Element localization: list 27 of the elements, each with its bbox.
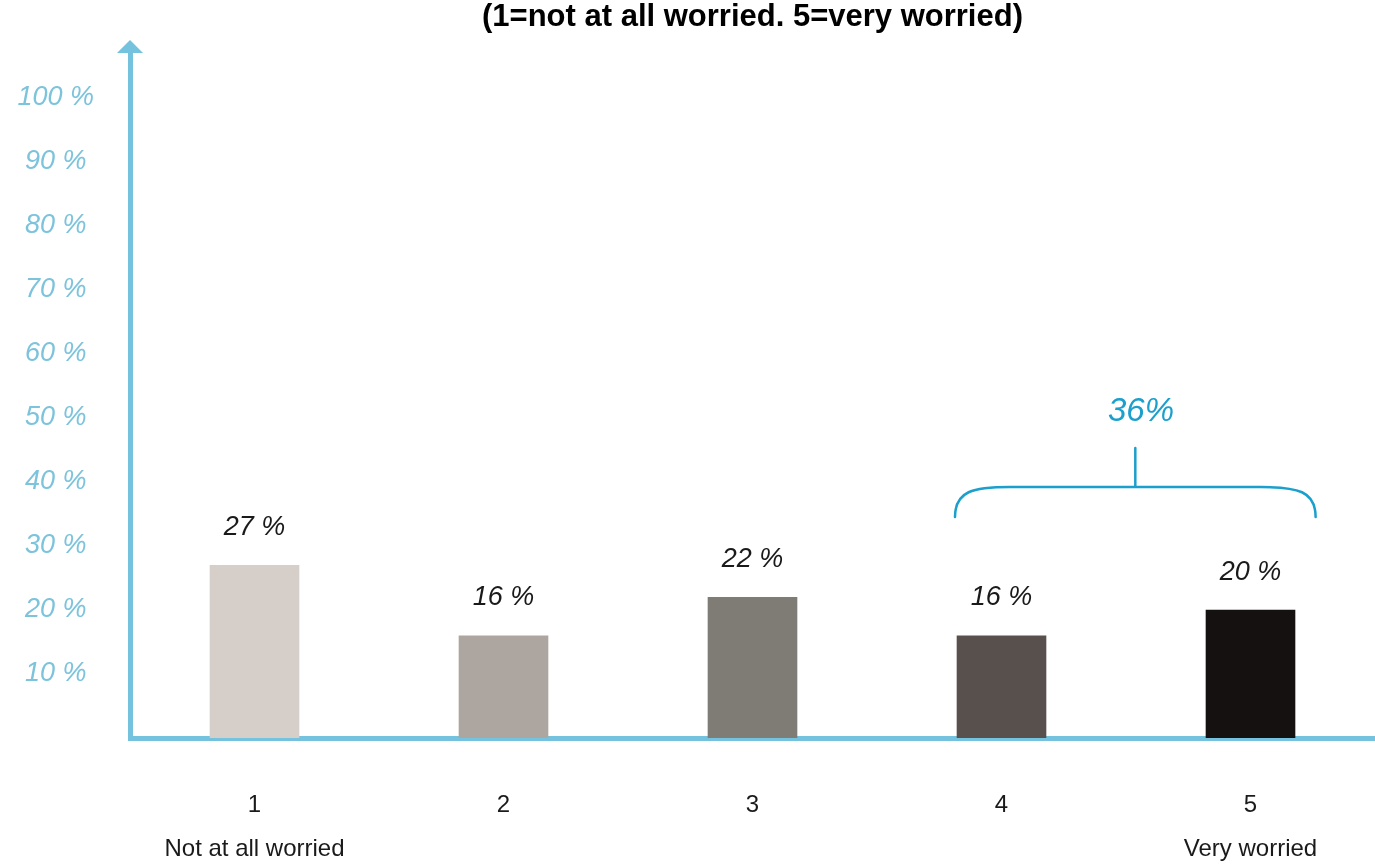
x-tick-label: 1 Not at all worried xyxy=(164,789,345,862)
bar xyxy=(1205,609,1296,738)
y-tick-label: 90 % xyxy=(24,144,87,175)
bar xyxy=(956,635,1047,738)
y-tick-label: 70 % xyxy=(24,272,87,303)
bar xyxy=(707,596,798,738)
data-label: 20 % xyxy=(1218,555,1282,586)
y-tick-label: 60 % xyxy=(24,336,87,367)
bar xyxy=(209,564,300,738)
data-label: 27 % xyxy=(222,510,286,541)
data-label: 16 % xyxy=(472,581,535,612)
data-label: 16 % xyxy=(970,581,1033,612)
y-tick-label: 30 % xyxy=(24,529,87,560)
y-tick-label: 10 % xyxy=(24,657,87,688)
x-tick-label: 3 xyxy=(745,789,760,817)
y-tick-label: 20 % xyxy=(23,593,87,624)
x-tick-label: 4 xyxy=(994,789,1009,817)
x-tick-label: 5 Very worried xyxy=(1183,789,1318,862)
y-tick-label: 100 % xyxy=(17,80,94,111)
bar xyxy=(458,635,549,738)
chart-title: (1=not at all worried. 5=very worried) xyxy=(482,0,1023,34)
annotation: 36% xyxy=(1107,391,1175,429)
x-tick-label: 2 xyxy=(496,789,511,817)
data-label: 22 % xyxy=(720,543,784,574)
y-tick-label: 80 % xyxy=(24,208,87,239)
y-tick-label: 50 % xyxy=(24,401,87,432)
y-tick-label: 40 % xyxy=(24,465,87,496)
